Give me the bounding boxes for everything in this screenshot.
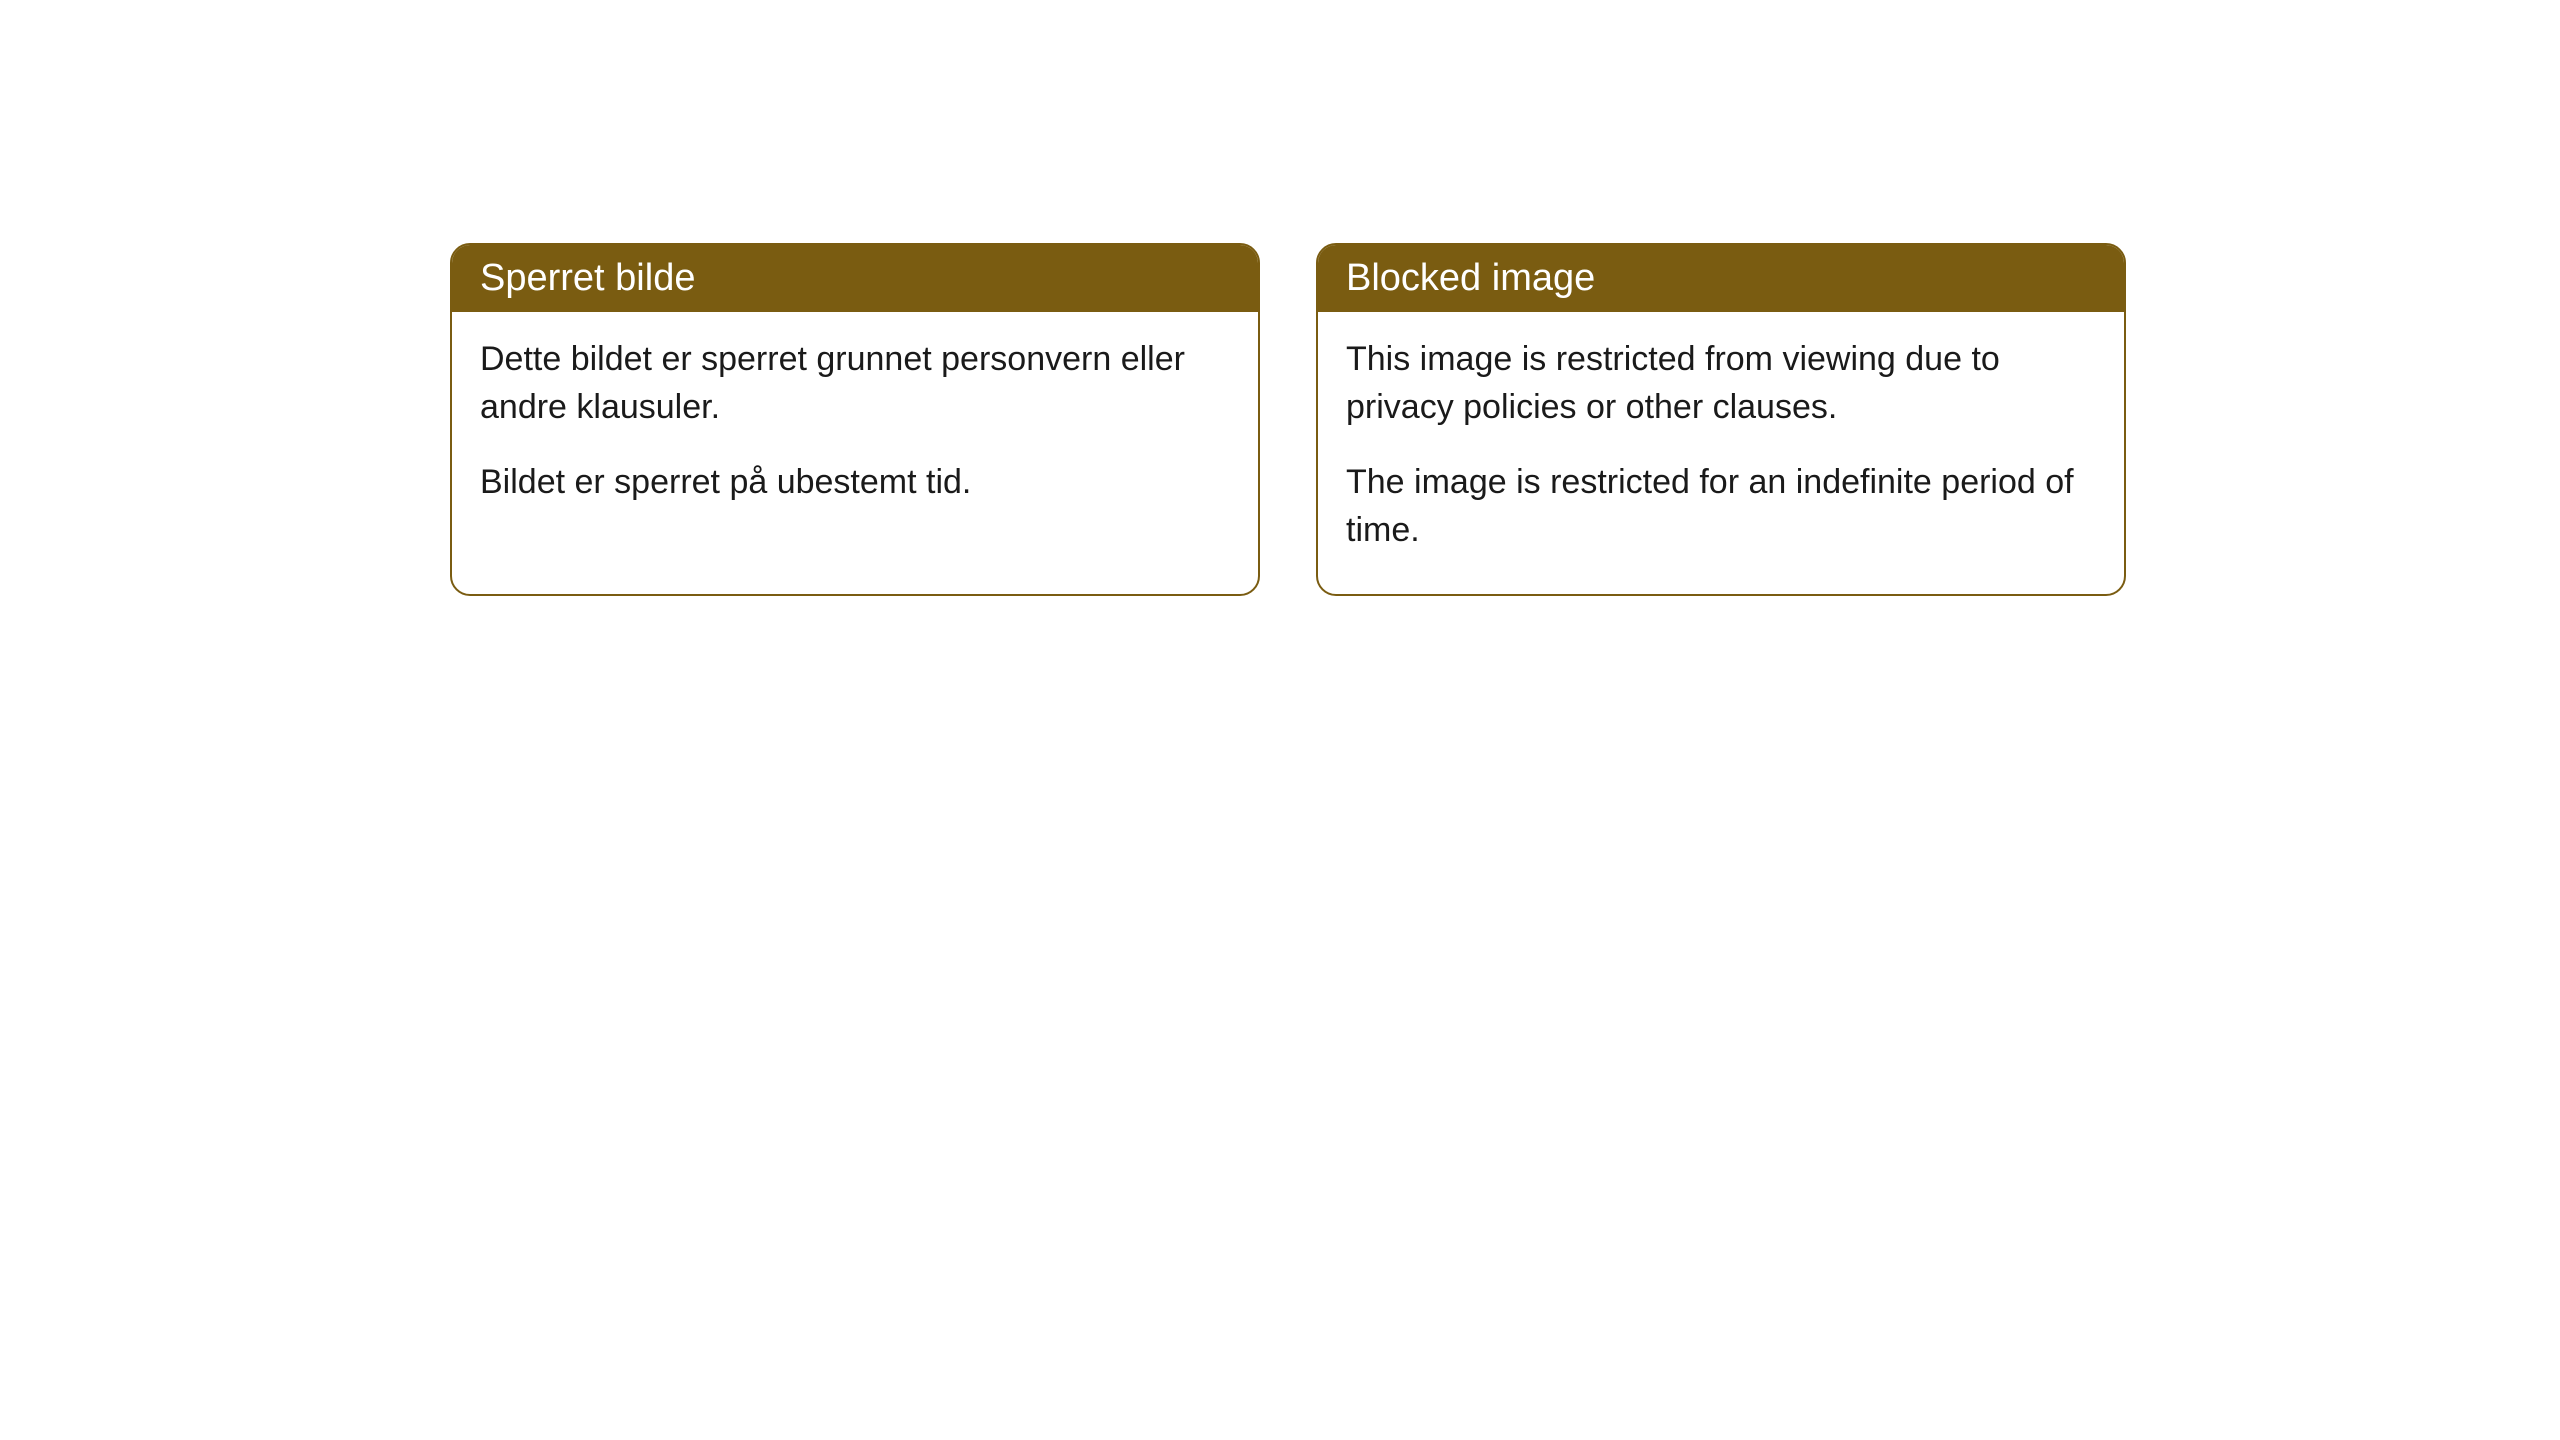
card-paragraph-no-1: Dette bildet er sperret grunnet personve… [480, 336, 1230, 431]
card-body-no: Dette bildet er sperret grunnet personve… [452, 312, 1258, 547]
card-title-en: Blocked image [1346, 257, 1595, 299]
card-header-en: Blocked image [1318, 245, 2124, 312]
blocked-image-card-no: Sperret bilde Dette bildet er sperret gr… [450, 243, 1260, 596]
notice-cards-container: Sperret bilde Dette bildet er sperret gr… [450, 243, 2126, 596]
card-paragraph-no-2: Bildet er sperret på ubestemt tid. [480, 459, 1230, 507]
card-header-no: Sperret bilde [452, 245, 1258, 312]
card-paragraph-en-1: This image is restricted from viewing du… [1346, 336, 2096, 431]
blocked-image-card-en: Blocked image This image is restricted f… [1316, 243, 2126, 596]
card-body-en: This image is restricted from viewing du… [1318, 312, 2124, 594]
card-title-no: Sperret bilde [480, 257, 695, 299]
card-paragraph-en-2: The image is restricted for an indefinit… [1346, 459, 2096, 554]
